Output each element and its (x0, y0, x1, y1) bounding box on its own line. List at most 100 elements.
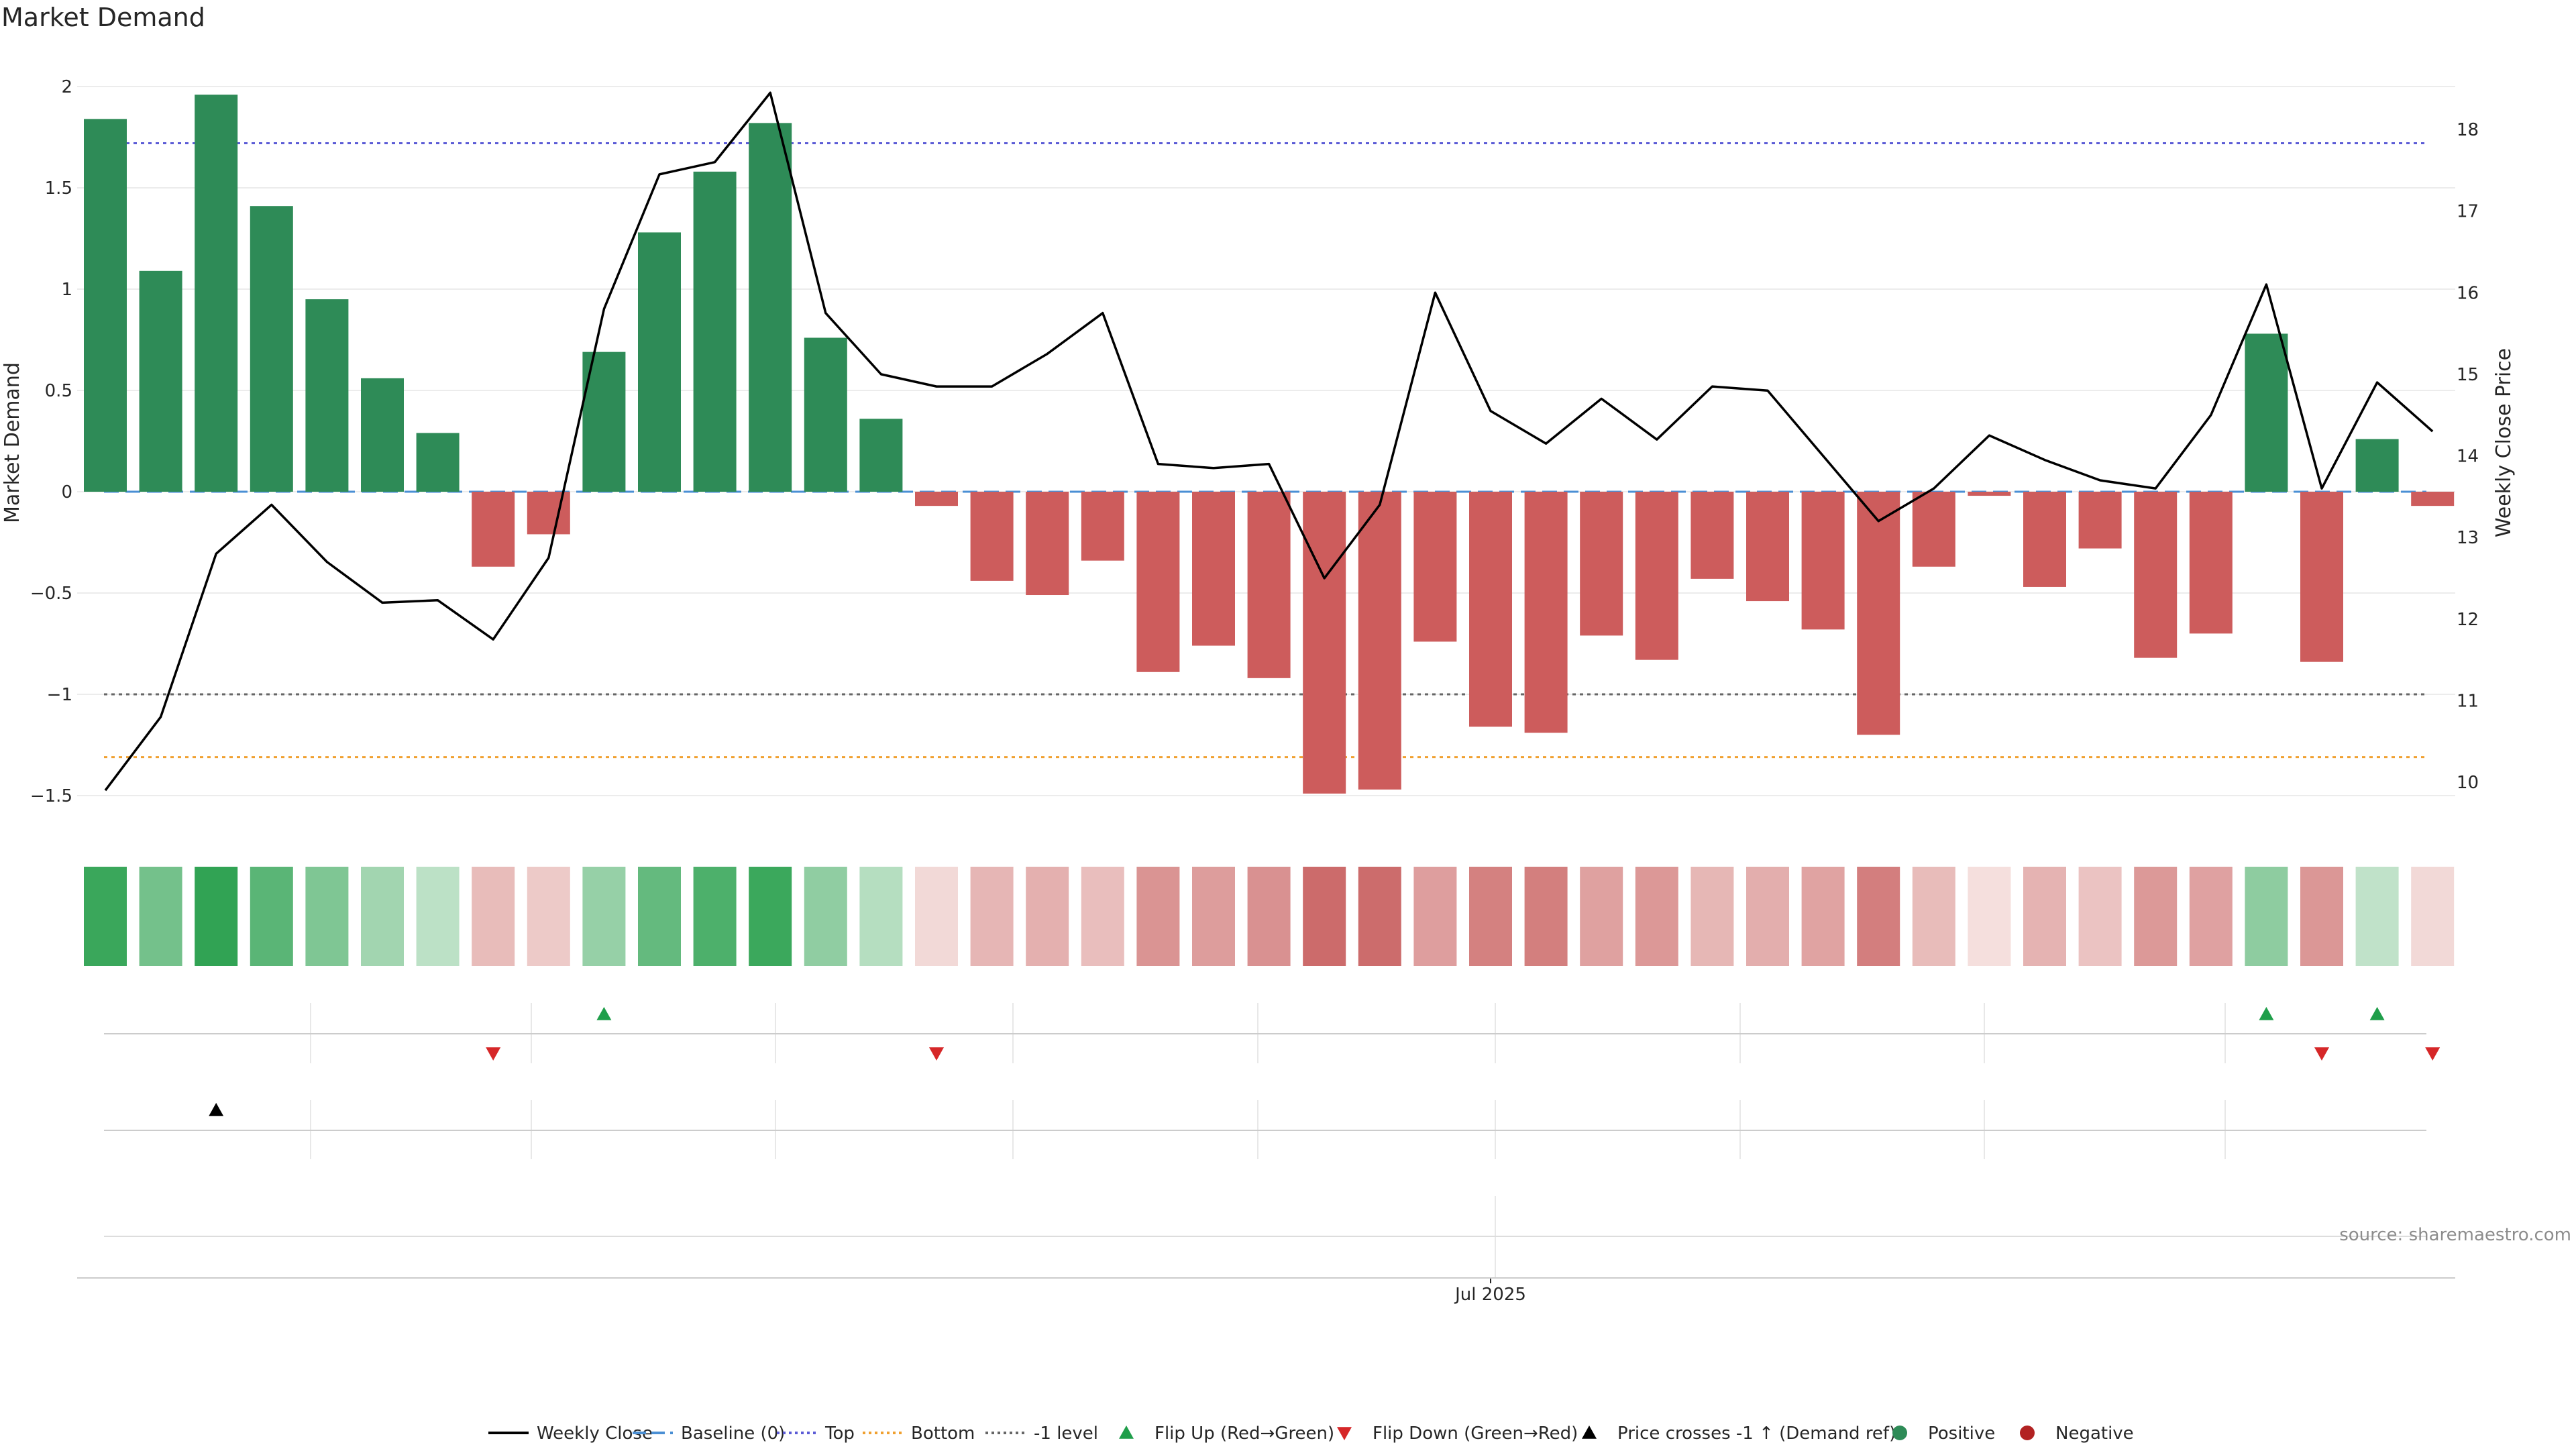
flip-up-marker (596, 1007, 612, 1020)
weekly-close-line (104, 91, 2434, 792)
heat-cell (1968, 867, 2011, 966)
heat-cell (582, 867, 626, 966)
y2-tick-label: 17 (2457, 202, 2479, 222)
heat-cell (1192, 867, 1235, 966)
heat-cell (1801, 867, 1845, 966)
heat-cell (1247, 867, 1291, 966)
demand-bar (2023, 492, 2066, 587)
heat-cell (1136, 867, 1180, 966)
demand-bar (1413, 492, 1457, 642)
demand-bar (139, 270, 182, 492)
demand-bar (1469, 492, 1512, 727)
demand-bar (1580, 492, 1623, 636)
demand-bar (1081, 492, 1124, 561)
heat-cell (2078, 867, 2122, 966)
y-tick-label: −1 (47, 685, 72, 705)
demand-bar (1690, 492, 1734, 579)
legend-label: -1 level (1034, 1424, 1098, 1444)
demand-bar (1857, 492, 1900, 735)
heat-cell (84, 867, 127, 966)
legend-item: Price crosses -1 ↑ (Demand ref) (1582, 1424, 1896, 1444)
heat-cell (1358, 867, 1401, 966)
y2-tick-label: 15 (2457, 365, 2479, 385)
flip-down-marker (2314, 1047, 2329, 1061)
legend-item: Flip Down (Green→Red) (1337, 1424, 1578, 1444)
heat-cell (1524, 867, 1568, 966)
heat-cell (1580, 867, 1623, 966)
legend: Weekly Close Baseline (0) Top Bottom -1 leve… (488, 1424, 2134, 1444)
heat-cell (472, 867, 515, 966)
y2-tick-label: 11 (2457, 691, 2479, 711)
demand-bar (1801, 492, 1845, 630)
demand-bar (250, 206, 293, 492)
y2-tick-label: 18 (2457, 120, 2479, 140)
y-tick-label: −0.5 (30, 584, 72, 604)
demand-bar (195, 95, 238, 492)
demand-bar (638, 232, 681, 492)
heat-cell (2300, 867, 2343, 966)
heat-cell (1746, 867, 1789, 966)
heat-cell (416, 867, 460, 966)
legend-item: Flip Up (Red→Green) (1119, 1424, 1334, 1444)
demand-bar (1746, 492, 1789, 602)
y-tick-label: 1 (61, 280, 72, 300)
legend-item: Positive (1892, 1424, 1995, 1444)
heat-cell (749, 867, 792, 966)
chart-title: Market Demand (1, 3, 205, 32)
demand-bar (1192, 492, 1235, 646)
demand-bar (1247, 492, 1291, 678)
heat-cell (2023, 867, 2066, 966)
demand-bar (970, 492, 1014, 581)
legend-circle-icon (2020, 1426, 2035, 1440)
source-label: source: sharemaestro.com (2339, 1225, 2571, 1245)
y-tick-label: −1.5 (30, 786, 72, 806)
legend-label: Top (824, 1424, 855, 1444)
close-line-layer (104, 91, 2434, 792)
demand-bar (1358, 492, 1401, 790)
heat-cell (2411, 867, 2455, 966)
flip-down-marker (929, 1047, 944, 1061)
y2-axis-title: Weekly Close Price (2492, 348, 2516, 537)
heat-cell (361, 867, 404, 966)
y-axis-title: Market Demand (1, 362, 24, 523)
legend-triangle-up-icon (1582, 1426, 1597, 1439)
heat-cell (1635, 867, 1678, 966)
legend-item: Weekly Close (488, 1424, 653, 1444)
flip-down-marker (2425, 1047, 2440, 1061)
heat-cell (195, 867, 238, 966)
y-tick-label: 0 (61, 482, 72, 502)
heat-cell (305, 867, 349, 966)
legend-triangle-down-icon (1337, 1427, 1352, 1440)
heat-cell (1081, 867, 1124, 966)
demand-bar (2245, 333, 2288, 492)
heat-cell (1413, 867, 1457, 966)
demand-bar (749, 123, 792, 492)
demand-bar (2411, 492, 2455, 506)
demand-bar (2189, 492, 2233, 634)
heat-cell (250, 867, 293, 966)
heat-cell (1469, 867, 1512, 966)
y-tick-label: 0.5 (45, 381, 72, 401)
demand-bar (416, 433, 460, 492)
demand-bar (472, 492, 515, 567)
heat-cell (2245, 867, 2288, 966)
heat-cell (527, 867, 570, 966)
demand-bar (361, 378, 404, 492)
legend-label: Bottom (911, 1424, 975, 1444)
y2-tick-label: 14 (2457, 447, 2479, 467)
y2-tick-label: 16 (2457, 283, 2479, 303)
demand-bar (305, 299, 349, 492)
heat-cell (859, 867, 903, 966)
heat-cell (139, 867, 182, 966)
demand-bar (2078, 492, 2122, 549)
heat-cell (2355, 867, 2399, 966)
heat-cell (970, 867, 1014, 966)
demand-bar (2134, 492, 2178, 658)
price-cross-marker (209, 1103, 224, 1116)
legend-item: Negative (2020, 1424, 2134, 1444)
demand-bar (2355, 439, 2399, 492)
legend-label: Positive (1928, 1424, 1995, 1444)
demand-bar (1136, 492, 1180, 672)
y-tick-label: 1.5 (45, 178, 72, 199)
